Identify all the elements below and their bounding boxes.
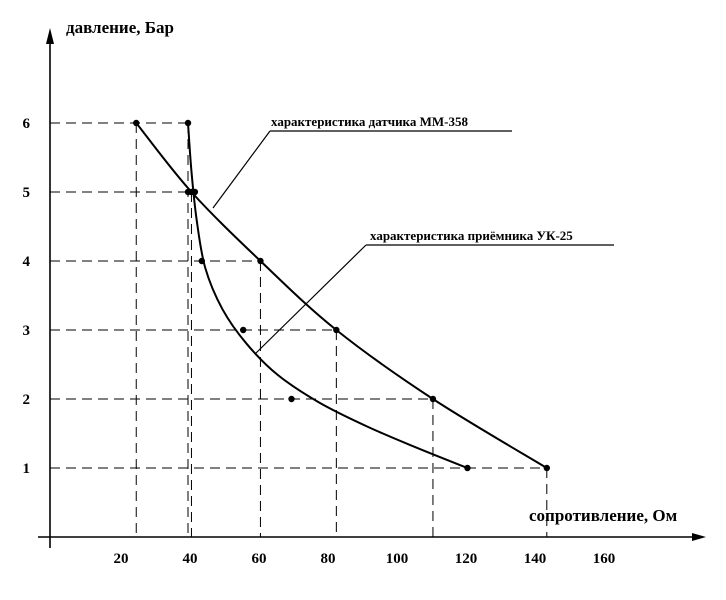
receiver-data-point xyxy=(240,326,247,334)
receiver-data-point xyxy=(191,188,199,196)
x-tick-label: 40 xyxy=(183,551,198,567)
y-tick-label: 3 xyxy=(23,323,31,339)
x-tick-label: 140 xyxy=(524,551,547,567)
x-tick-label: 120 xyxy=(455,551,478,567)
x-axis-title: сопротивление, Ом xyxy=(529,506,678,525)
annotation-leaders xyxy=(212,130,614,355)
annotation-leader-line xyxy=(254,244,367,355)
data-points xyxy=(133,119,550,472)
sensor-data-point xyxy=(429,395,437,403)
x-tick-label: 20 xyxy=(114,551,129,567)
receiver-data-point xyxy=(198,257,205,265)
tick-labels: 20 40 60 80 100 120 140 160 1 2 3 4 5 6 xyxy=(23,116,616,567)
sensor-data-point xyxy=(333,326,340,334)
receiver-uk25-curve xyxy=(187,122,469,469)
x-axis-arrow xyxy=(692,533,706,541)
axes xyxy=(38,28,706,548)
series-curves xyxy=(135,122,548,469)
annotation-leader-line xyxy=(212,130,271,209)
annotation-sensor-mm358: характеристика датчика ММ-358 xyxy=(271,114,468,129)
y-axis-title: давление, Бар xyxy=(66,18,174,37)
receiver-data-point xyxy=(464,464,471,472)
y-axis-arrow xyxy=(46,28,54,44)
y-tick-label: 1 xyxy=(23,461,31,477)
y-tick-label: 2 xyxy=(23,392,31,408)
annotation-receiver-uk25: характеристика приёмника УК-25 xyxy=(370,228,573,243)
receiver-data-point xyxy=(184,119,192,127)
sensor-mm358-curve xyxy=(135,122,548,469)
sensor-data-point xyxy=(133,119,140,127)
guide-lines xyxy=(50,122,548,537)
sensor-data-point xyxy=(257,257,264,265)
y-tick-label: 5 xyxy=(23,185,31,201)
sensor-data-point xyxy=(543,464,550,472)
y-tick-label: 4 xyxy=(23,254,31,270)
receiver-data-point xyxy=(288,395,295,403)
x-tick-label: 80 xyxy=(321,551,336,567)
x-tick-label: 160 xyxy=(593,551,616,567)
y-tick-label: 6 xyxy=(23,116,31,132)
receiver-data-point xyxy=(184,188,192,196)
x-tick-label: 60 xyxy=(252,551,267,567)
x-tick-label: 100 xyxy=(386,551,409,567)
